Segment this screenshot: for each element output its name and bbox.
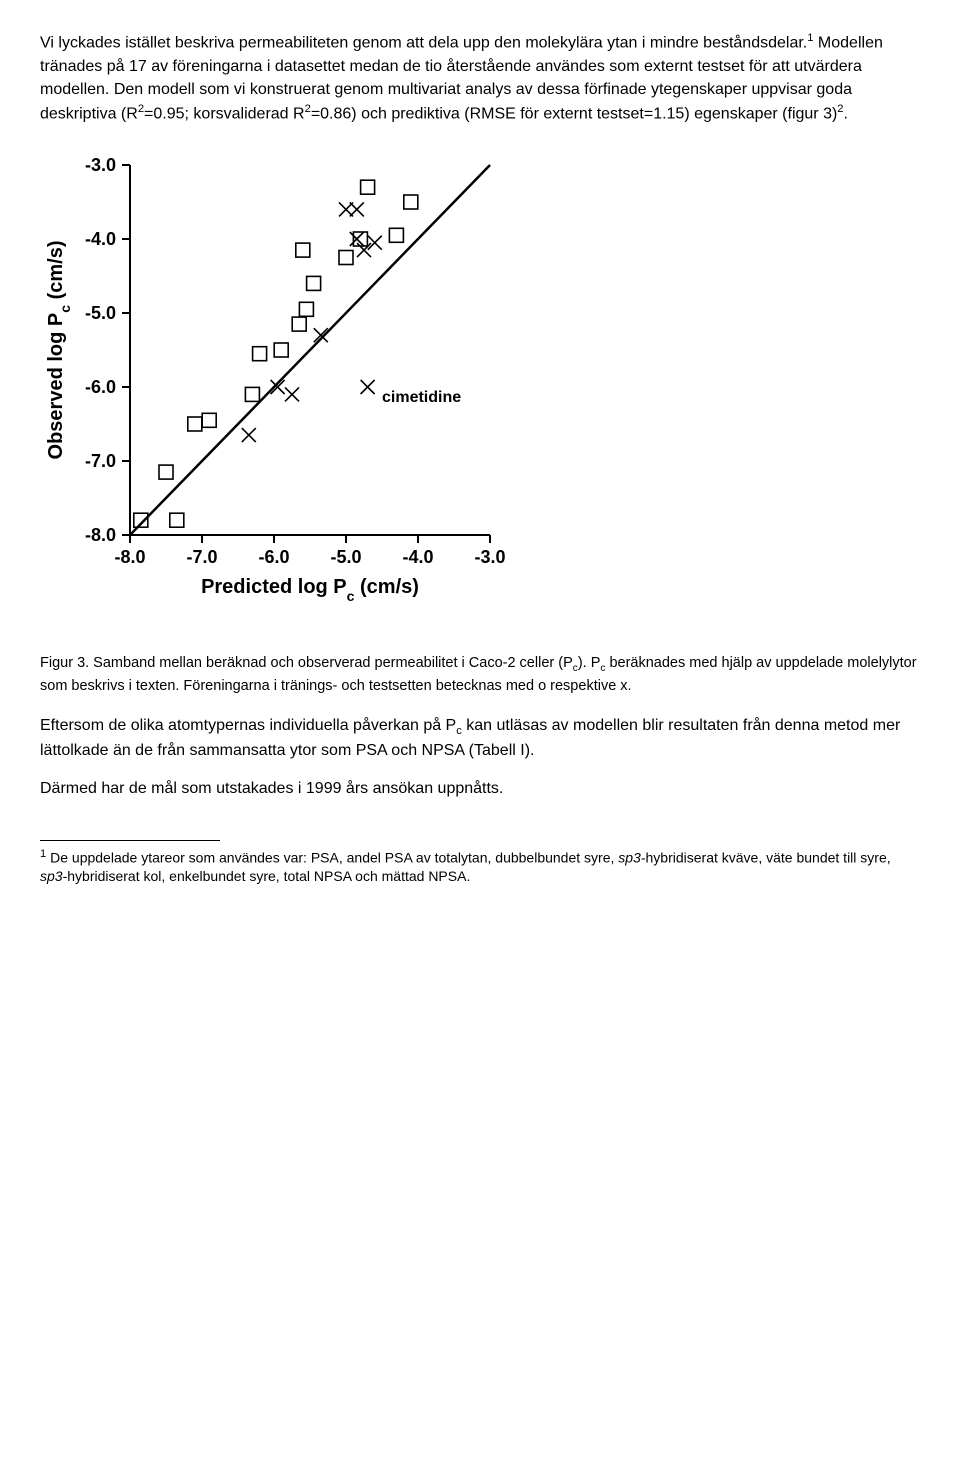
- footnote-a: De uppdelade ytareor som användes var: P…: [46, 849, 618, 865]
- footnote-rule: [40, 840, 220, 841]
- svg-text:-4.0: -4.0: [402, 547, 433, 567]
- p1-text-c: =0.95; korsvaliderad R: [144, 105, 305, 122]
- svg-text:-7.0: -7.0: [186, 547, 217, 567]
- svg-text:-3.0: -3.0: [474, 547, 505, 567]
- svg-text:-5.0: -5.0: [330, 547, 361, 567]
- svg-text:-6.0: -6.0: [85, 377, 116, 397]
- footnote-c: -hybridiserat kol, enkelbundet syre, tot…: [63, 868, 471, 884]
- caption-b: ). P: [578, 655, 601, 671]
- p1-text-e: .: [844, 105, 848, 122]
- caption-a: Figur 3. Samband mellan beräknad och obs…: [40, 655, 573, 671]
- p1-text-a: Vi lyckades istället beskriva permeabili…: [40, 34, 807, 51]
- paragraph-3: Därmed har de mål som utstakades i 1999 …: [40, 777, 920, 800]
- figure-3-chart: -8.0 -7.0 -6.0 -5.0 -4.0 -3.0 -8.0 -7.0 -6.0 -5.0…: [40, 145, 920, 622]
- paragraph-2: Eftersom de olika atomtypernas individue…: [40, 714, 920, 763]
- footnote-it1: sp3: [618, 849, 641, 865]
- footnote-1: 1 De uppdelade ytareor som användes var:…: [40, 847, 920, 886]
- svg-text:-6.0: -6.0: [258, 547, 289, 567]
- svg-text:cimetidine: cimetidine: [382, 389, 461, 406]
- footnote-b: -hybridiserat kväve, väte bundet till sy…: [641, 849, 891, 865]
- svg-text:-8.0: -8.0: [114, 547, 145, 567]
- svg-text:Observed log Pc (cm/s): Observed log Pc (cm/s): [45, 241, 73, 460]
- svg-text:Predicted log Pc (cm/s): Predicted log Pc (cm/s): [201, 576, 419, 604]
- svg-text:-7.0: -7.0: [85, 451, 116, 471]
- svg-text:-4.0: -4.0: [85, 229, 116, 249]
- svg-text:-5.0: -5.0: [85, 303, 116, 323]
- p1-text-d: =0.86) och prediktiva (RMSE för externt …: [311, 105, 837, 122]
- figure-3-caption: Figur 3. Samband mellan beräknad och obs…: [40, 653, 920, 696]
- footnote-it2: sp3: [40, 868, 63, 884]
- p2-text-a: Eftersom de olika atomtypernas individue…: [40, 717, 456, 734]
- svg-text:-8.0: -8.0: [85, 525, 116, 545]
- paragraph-1: Vi lyckades istället beskriva permeabili…: [40, 30, 920, 125]
- svg-text:-3.0: -3.0: [85, 155, 116, 175]
- scatter-plot-svg: -8.0 -7.0 -6.0 -5.0 -4.0 -3.0 -8.0 -7.0 -6.0 -5.0…: [40, 145, 510, 615]
